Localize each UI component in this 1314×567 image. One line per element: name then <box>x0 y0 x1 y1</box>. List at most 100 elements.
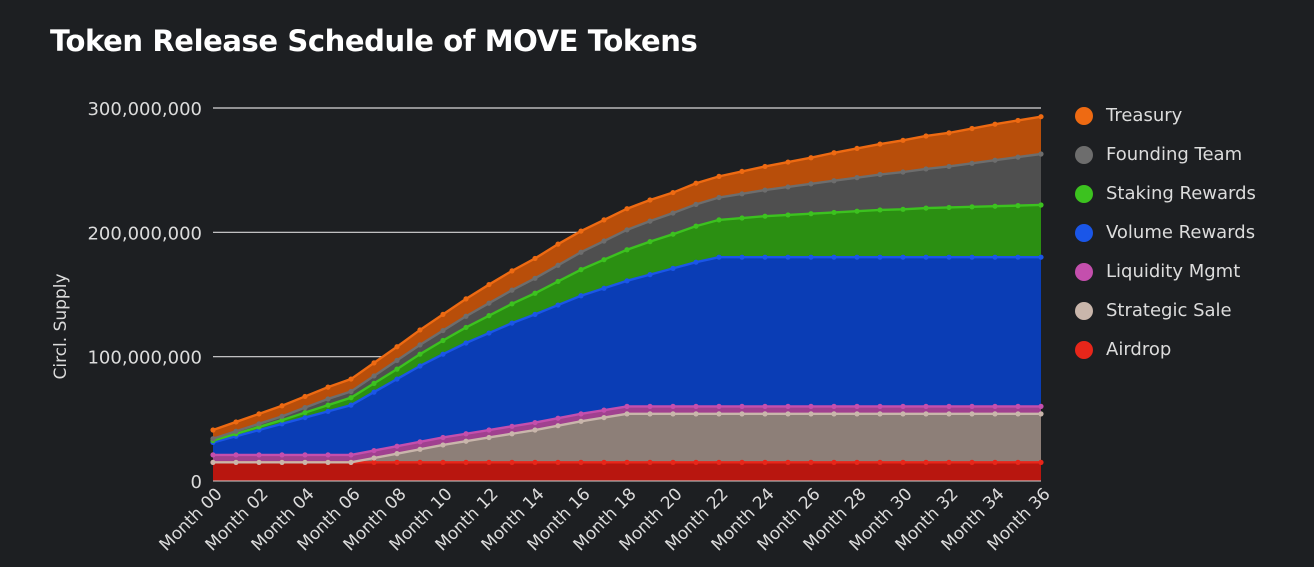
point-founding-team[interactable] <box>256 421 262 427</box>
point-volume-rewards[interactable] <box>578 293 584 299</box>
point-volume-rewards[interactable] <box>900 254 906 260</box>
point-staking-rewards[interactable] <box>555 278 561 285</box>
point-liquidity-mgmt[interactable] <box>647 403 653 409</box>
point-founding-team[interactable] <box>854 175 860 181</box>
point-liquidity-mgmt[interactable] <box>785 403 791 409</box>
point-volume-rewards[interactable] <box>946 254 952 260</box>
point-liquidity-mgmt[interactable] <box>417 439 423 445</box>
point-volume-rewards[interactable] <box>831 254 837 260</box>
point-staking-rewards[interactable] <box>440 337 446 344</box>
point-strategic-sale[interactable] <box>394 451 400 457</box>
point-staking-rewards[interactable] <box>486 313 492 319</box>
point-liquidity-mgmt[interactable] <box>509 423 515 429</box>
point-staking-rewards[interactable] <box>854 208 860 214</box>
point-founding-team[interactable] <box>509 287 515 293</box>
point-treasury[interactable] <box>486 281 492 288</box>
point-treasury[interactable] <box>877 141 883 147</box>
point-founding-team[interactable] <box>463 313 469 319</box>
point-airdrop[interactable] <box>739 459 745 465</box>
point-strategic-sale[interactable] <box>1015 411 1021 417</box>
point-staking-rewards[interactable] <box>371 380 377 386</box>
point-airdrop[interactable] <box>647 459 653 465</box>
point-strategic-sale[interactable] <box>601 414 607 421</box>
point-liquidity-mgmt[interactable] <box>578 411 584 417</box>
legend-item-staking-rewards[interactable]: Staking Rewards <box>1075 174 1256 213</box>
point-airdrop[interactable] <box>555 459 561 465</box>
point-liquidity-mgmt[interactable] <box>1038 403 1044 409</box>
point-volume-rewards[interactable] <box>877 254 883 260</box>
point-staking-rewards[interactable] <box>1038 202 1044 208</box>
point-staking-rewards[interactable] <box>808 211 814 217</box>
point-volume-rewards[interactable] <box>555 302 561 308</box>
point-treasury[interactable] <box>371 360 377 366</box>
point-staking-rewards[interactable] <box>923 205 929 211</box>
legend-item-liquidity-mgmt[interactable]: Liquidity Mgmt <box>1075 252 1256 291</box>
point-staking-rewards[interactable] <box>739 215 745 221</box>
point-treasury[interactable] <box>992 121 998 127</box>
point-airdrop[interactable] <box>808 459 814 465</box>
point-volume-rewards[interactable] <box>509 320 515 326</box>
point-staking-rewards[interactable] <box>716 217 722 223</box>
point-strategic-sale[interactable] <box>279 459 285 465</box>
legend-item-volume-rewards[interactable]: Volume Rewards <box>1075 213 1256 252</box>
point-strategic-sale[interactable] <box>647 411 653 417</box>
point-volume-rewards[interactable] <box>279 421 285 427</box>
point-strategic-sale[interactable] <box>1038 411 1044 417</box>
point-liquidity-mgmt[interactable] <box>325 452 331 458</box>
point-volume-rewards[interactable] <box>785 254 791 260</box>
point-airdrop[interactable] <box>831 459 837 465</box>
point-treasury[interactable] <box>624 206 630 212</box>
legend-item-strategic-sale[interactable]: Strategic Sale <box>1075 291 1256 330</box>
point-airdrop[interactable] <box>923 459 929 465</box>
point-volume-rewards[interactable] <box>670 265 676 271</box>
point-strategic-sale[interactable] <box>693 411 699 417</box>
point-airdrop[interactable] <box>785 459 791 465</box>
point-airdrop[interactable] <box>532 459 538 465</box>
point-strategic-sale[interactable] <box>670 411 676 417</box>
point-volume-rewards[interactable] <box>532 311 538 317</box>
point-treasury[interactable] <box>923 133 929 139</box>
point-founding-team[interactable] <box>693 201 699 207</box>
point-staking-rewards[interactable] <box>578 267 584 273</box>
point-liquidity-mgmt[interactable] <box>486 427 492 433</box>
point-staking-rewards[interactable] <box>463 324 469 331</box>
point-liquidity-mgmt[interactable] <box>877 403 883 409</box>
point-founding-team[interactable] <box>923 166 929 172</box>
point-volume-rewards[interactable] <box>923 254 929 260</box>
point-airdrop[interactable] <box>509 459 515 465</box>
point-founding-team[interactable] <box>624 227 630 233</box>
point-strategic-sale[interactable] <box>417 446 423 452</box>
point-founding-team[interactable] <box>555 262 561 268</box>
point-treasury[interactable] <box>739 168 745 175</box>
point-liquidity-mgmt[interactable] <box>1015 403 1021 409</box>
point-airdrop[interactable] <box>969 459 975 465</box>
point-founding-team[interactable] <box>670 210 676 216</box>
point-volume-rewards[interactable] <box>325 408 331 414</box>
point-staking-rewards[interactable] <box>279 417 285 423</box>
point-airdrop[interactable] <box>440 459 446 465</box>
point-strategic-sale[interactable] <box>831 411 837 417</box>
point-volume-rewards[interactable] <box>417 363 423 369</box>
point-liquidity-mgmt[interactable] <box>394 443 400 449</box>
point-volume-rewards[interactable] <box>463 340 469 346</box>
point-volume-rewards[interactable] <box>969 254 975 260</box>
point-strategic-sale[interactable] <box>256 459 262 465</box>
legend-item-treasury[interactable]: Treasury <box>1075 96 1256 135</box>
point-staking-rewards[interactable] <box>785 212 791 218</box>
point-treasury[interactable] <box>693 180 699 186</box>
point-liquidity-mgmt[interactable] <box>210 452 216 458</box>
point-founding-team[interactable] <box>969 160 975 166</box>
legend-item-airdrop[interactable]: Airdrop <box>1075 330 1256 369</box>
point-founding-team[interactable] <box>302 405 308 411</box>
point-volume-rewards[interactable] <box>854 254 860 260</box>
point-staking-rewards[interactable] <box>969 204 975 210</box>
point-airdrop[interactable] <box>946 459 952 465</box>
point-treasury[interactable] <box>233 419 239 425</box>
point-treasury[interactable] <box>601 217 607 223</box>
point-airdrop[interactable] <box>463 459 469 465</box>
point-strategic-sale[interactable] <box>854 411 860 417</box>
point-volume-rewards[interactable] <box>302 414 308 421</box>
point-staking-rewards[interactable] <box>325 402 331 408</box>
point-liquidity-mgmt[interactable] <box>440 434 446 441</box>
point-treasury[interactable] <box>670 189 676 196</box>
